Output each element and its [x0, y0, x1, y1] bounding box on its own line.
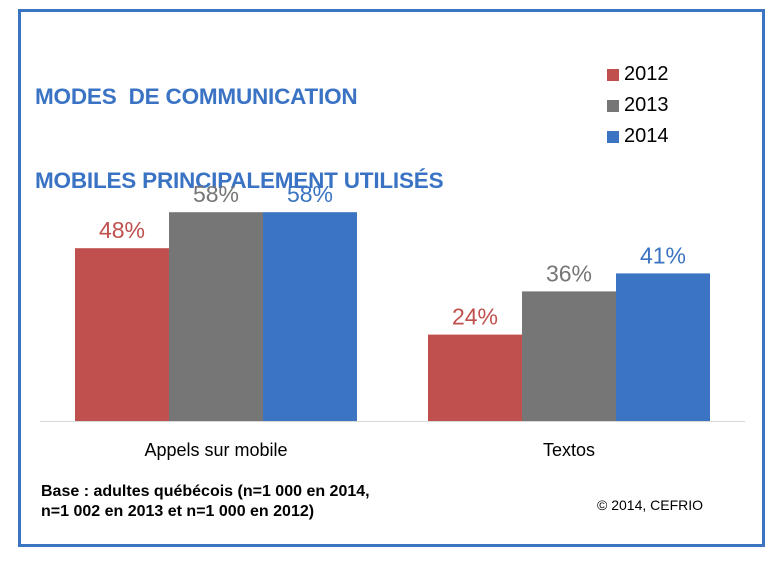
legend-item-2012: 2012: [607, 59, 669, 90]
bar-2012-1: [428, 334, 522, 421]
chart-title: MODES DE COMMUNICATION MOBILES PRINCIPAL…: [35, 27, 444, 223]
footnote-line-2: n=1 002 en 2013 et n=1 000 en 2012): [41, 503, 315, 520]
data-label-2012-1: 24%: [452, 304, 498, 330]
bar-2012-0: [75, 248, 169, 421]
legend-swatch-2012: [607, 68, 619, 81]
legend-label-2012: 2012: [624, 63, 669, 85]
category-label-1: Textos: [543, 440, 595, 460]
data-label-2012-0: 48%: [99, 217, 145, 243]
bar-2014-0: [263, 212, 357, 421]
bar-2014-1: [616, 273, 710, 421]
legend: 2012 2013 2014: [607, 59, 669, 152]
footnote-line-1: Base : adultes québécois (n=1 000 en 201…: [41, 483, 370, 500]
data-label-2013-1: 36%: [546, 260, 592, 286]
bar-2013-1: [522, 291, 616, 421]
chart-title-line-2: MOBILES PRINCIPALEMENT UTILISÉS: [35, 168, 444, 193]
chart-title-line-1: MODES DE COMMUNICATION: [35, 84, 358, 109]
legend-swatch-2014: [607, 130, 619, 143]
data-label-2013-0: 58%: [193, 181, 239, 207]
legend-swatch-2013: [607, 99, 619, 112]
data-label-2014-1: 41%: [640, 242, 686, 268]
legend-item-2013: 2013: [607, 90, 669, 121]
copyright: © 2014, CEFRIO: [597, 497, 704, 513]
data-label-2014-0: 58%: [287, 181, 333, 207]
legend-item-2014: 2014: [607, 121, 669, 152]
bar-2013-0: [169, 212, 263, 421]
category-label-0: Appels sur mobile: [144, 440, 287, 460]
legend-label-2014: 2014: [624, 125, 669, 147]
legend-label-2013: 2013: [624, 94, 669, 116]
footnote: Base : adultes québécois (n=1 000 en 201…: [41, 482, 370, 522]
